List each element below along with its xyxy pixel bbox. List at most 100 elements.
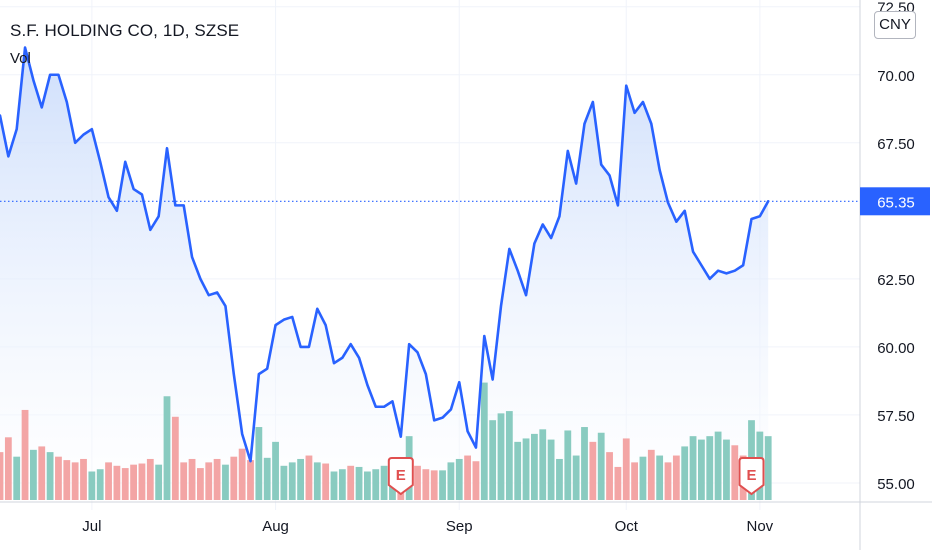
chart-title: S.F. HOLDING CO, 1D, SZSE xyxy=(10,21,240,40)
volume-bar xyxy=(614,466,622,500)
x-tick-label: Nov xyxy=(747,518,774,535)
volume-bar xyxy=(514,441,522,500)
volume-bar xyxy=(414,465,421,500)
volume-bar xyxy=(105,462,112,500)
volume-bar xyxy=(13,456,21,500)
y-tick-label: 55.00 xyxy=(877,476,915,493)
earnings-shield-icon xyxy=(738,457,765,496)
volume-bar xyxy=(372,469,380,500)
currency-button[interactable]: CNY xyxy=(874,11,916,39)
volume-bar xyxy=(581,427,588,500)
volume-bar xyxy=(631,462,638,500)
volume-bar xyxy=(113,465,121,500)
volume-bar xyxy=(622,438,630,500)
last-price-tag-bg xyxy=(860,187,930,216)
volume-bar xyxy=(539,429,547,500)
volume-bar xyxy=(263,457,271,500)
volume-bar xyxy=(647,449,655,500)
y-tick-label: 57.50 xyxy=(877,408,915,425)
volume-bar xyxy=(272,441,279,500)
volume-bar xyxy=(522,438,530,500)
volume-bar xyxy=(389,479,396,500)
volume-bar xyxy=(689,436,697,500)
volume-bar xyxy=(723,439,730,500)
last-price-value: 65.35 xyxy=(877,194,915,211)
volume-bar xyxy=(130,464,137,500)
y-tick-label: 60.00 xyxy=(877,340,915,357)
volume-bar xyxy=(30,449,37,500)
volume-bar xyxy=(197,468,204,500)
volume-bar xyxy=(439,470,446,500)
volume-bar xyxy=(297,458,304,500)
price-area-fill xyxy=(0,47,769,502)
y-tick-label: 70.00 xyxy=(877,68,915,85)
volume-bar xyxy=(564,430,572,500)
volume-bar xyxy=(280,465,288,500)
x-tick-label: Sep xyxy=(446,518,473,535)
volume-bar xyxy=(330,471,338,500)
volume-bar xyxy=(664,462,672,500)
volume-bar xyxy=(121,468,129,500)
volume-bar xyxy=(96,469,104,500)
earnings-marker[interactable]: E xyxy=(738,457,765,496)
volume-bar xyxy=(255,427,263,500)
volume-bar xyxy=(430,470,438,500)
volume-bar xyxy=(347,465,355,500)
volume-bar xyxy=(698,439,705,500)
x-tick-label: Jul xyxy=(82,518,101,535)
volume-bar xyxy=(531,433,538,500)
y-tick-label: 62.50 xyxy=(877,272,915,289)
volume-bar xyxy=(681,446,689,500)
volume-bar xyxy=(639,456,647,500)
volume-bar xyxy=(213,458,221,500)
volume-bar xyxy=(155,464,163,500)
earnings-label: E xyxy=(396,467,406,484)
volume-bar xyxy=(4,437,12,500)
volume-bar xyxy=(714,431,722,500)
volume-bar xyxy=(672,455,680,500)
volume-bar xyxy=(447,462,455,500)
volume-bar xyxy=(364,471,371,500)
volume-bar xyxy=(706,436,714,500)
volume-bar xyxy=(88,471,96,500)
volume-bar xyxy=(180,462,188,500)
volume-bar xyxy=(313,462,321,500)
volume-bar xyxy=(188,458,196,500)
earnings-shield-icon xyxy=(387,457,414,496)
volume-bar xyxy=(171,416,179,500)
volume-bar xyxy=(205,462,213,500)
earnings-marker[interactable]: E xyxy=(387,457,414,496)
volume-bar xyxy=(305,455,313,500)
volume-bar xyxy=(55,456,62,500)
price-line[interactable] xyxy=(0,46,770,463)
volume-bar xyxy=(547,439,555,500)
volume-bar xyxy=(230,456,238,500)
volume-bar xyxy=(63,460,71,500)
volume-bars xyxy=(0,382,772,500)
volume-bar xyxy=(138,463,146,500)
volume-bar xyxy=(731,445,739,500)
y-tick-label: 67.50 xyxy=(877,136,915,153)
volume-bar xyxy=(380,465,388,500)
volume-bar xyxy=(489,420,497,500)
volume-bar xyxy=(572,455,580,500)
volume-bar xyxy=(464,455,471,500)
volume-bar xyxy=(355,466,363,500)
volume-bar xyxy=(238,448,246,500)
volume-bar xyxy=(0,452,4,500)
volume-bar xyxy=(146,458,154,500)
volume-bar xyxy=(71,462,79,500)
volume-bar xyxy=(497,413,505,500)
volume-bar xyxy=(656,455,664,500)
volume-bar xyxy=(589,441,597,500)
volume-bar xyxy=(80,458,87,500)
earnings-label: E xyxy=(746,467,756,484)
volume-bar xyxy=(38,446,46,500)
price-area xyxy=(0,47,769,502)
volume-label: Vol xyxy=(10,50,31,67)
volume-bar xyxy=(46,452,54,500)
